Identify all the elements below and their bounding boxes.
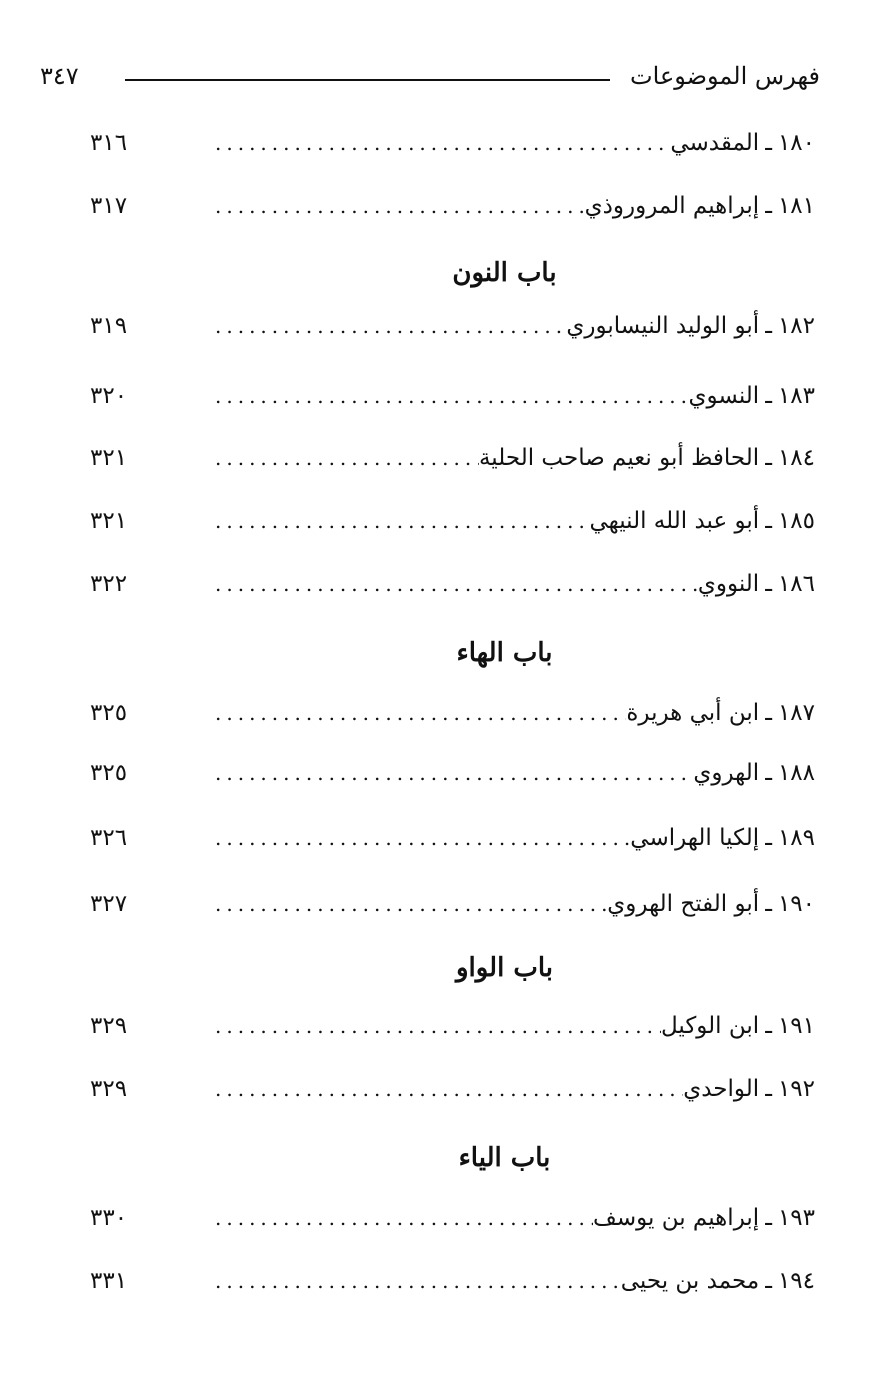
entry-page: ٣٣٠ bbox=[90, 1205, 128, 1231]
entry-number: ١٨٣ bbox=[777, 383, 815, 409]
dot-leader: ........................................… bbox=[215, 194, 585, 218]
entry-separator bbox=[759, 825, 778, 851]
entry-number: ١٨٤ bbox=[777, 445, 815, 471]
entry-page: ٣٢٧ bbox=[90, 891, 128, 917]
entry-separator bbox=[759, 383, 778, 409]
toc-entry: ١٨٣ النسوي...............................… bbox=[90, 383, 815, 419]
entry-separator bbox=[759, 130, 778, 156]
toc-entry: ١٨٢ أبو الوليد النيسابوري................… bbox=[90, 313, 815, 349]
entry-number: ١٨٦ bbox=[777, 571, 815, 597]
entry-page: ٣٢٩ bbox=[90, 1013, 128, 1039]
dot-leader: ........................................… bbox=[215, 446, 479, 470]
dot-leader: ........................................… bbox=[215, 131, 670, 155]
toc-entry: ١٨١ إبراهيم المروروذي....................… bbox=[90, 193, 815, 229]
toc-entry: ١٨٤ الحافظ أبو نعيم صاحب الحلية..........… bbox=[90, 445, 815, 481]
entry-page: ٣٢٥ bbox=[90, 760, 128, 786]
entry-number: ١٨٠ bbox=[777, 130, 815, 156]
entry-separator bbox=[759, 508, 778, 534]
entry-separator bbox=[759, 571, 778, 597]
entry-page: ٣٢٩ bbox=[90, 1076, 128, 1102]
entry-separator bbox=[759, 700, 778, 726]
toc-entry: ١٨٨ الهروي...............................… bbox=[90, 760, 815, 796]
entry-separator bbox=[759, 1013, 778, 1039]
toc-entry: ١٩٢ الواحدي..............................… bbox=[90, 1076, 815, 1112]
section-heading: باب الهاء bbox=[456, 638, 553, 668]
entry-page: ٣٢٢ bbox=[90, 571, 128, 597]
toc-entry: ١٩٤ محمد بن يحيى.........................… bbox=[90, 1268, 815, 1304]
entry-name: أبو الفتح الهروي bbox=[607, 891, 760, 917]
dot-leader: ........................................… bbox=[215, 384, 688, 408]
entry-name: الواحدي bbox=[683, 1076, 760, 1102]
toc-entry: ١٨٠ المقدسي..............................… bbox=[90, 130, 815, 166]
toc-entry: ١٩١ ابن الوكيل...........................… bbox=[90, 1013, 815, 1049]
dot-leader: ........................................… bbox=[215, 761, 693, 785]
entry-name: إلكيا الهراسي bbox=[630, 825, 760, 851]
entry-page: ٣٢١ bbox=[90, 508, 128, 534]
entry-separator bbox=[759, 445, 778, 471]
dot-leader: ........................................… bbox=[215, 314, 567, 338]
entry-number: ١٨٧ bbox=[777, 700, 815, 726]
entry-name: ابن الوكيل bbox=[660, 1013, 760, 1039]
entry-name: النسوي bbox=[688, 383, 760, 409]
dot-leader: ........................................… bbox=[215, 1014, 661, 1038]
toc-entry: ١٨٩ إلكيا الهراسي........................… bbox=[90, 825, 815, 861]
entry-name: إبراهيم المروروذي bbox=[584, 193, 760, 219]
entry-page: ٣٢٦ bbox=[90, 825, 128, 851]
entry-separator bbox=[759, 313, 778, 339]
entry-name: محمد بن يحيى bbox=[620, 1268, 760, 1294]
dot-leader: ........................................… bbox=[215, 1077, 683, 1101]
entry-separator bbox=[759, 760, 778, 786]
entry-page: ٣٢٠ bbox=[90, 383, 128, 409]
entry-name: الهروي bbox=[693, 760, 760, 786]
entry-page: ٣١٧ bbox=[90, 193, 128, 219]
entry-name: إبراهيم بن يوسف bbox=[593, 1205, 760, 1231]
entry-separator bbox=[759, 1268, 778, 1294]
toc-entry: ١٨٥ أبو عبد الله النيهي..................… bbox=[90, 508, 815, 544]
entry-name: الحافظ أبو نعيم صاحب الحلية bbox=[478, 445, 760, 471]
section-heading: باب النون bbox=[452, 258, 557, 288]
dot-leader: ........................................… bbox=[215, 892, 607, 916]
entry-page: ٣٢٥ bbox=[90, 700, 128, 726]
entry-page: ٣٣١ bbox=[90, 1268, 128, 1294]
toc-entry: ١٩٠ أبو الفتح الهروي.....................… bbox=[90, 891, 815, 927]
entry-number: ١٩١ bbox=[777, 1013, 815, 1039]
entry-name: النووي bbox=[697, 571, 760, 597]
entry-separator bbox=[759, 891, 778, 917]
entry-number: ١٩٢ bbox=[777, 1076, 815, 1102]
entry-separator bbox=[759, 193, 778, 219]
entry-name: أبو عبد الله النيهي bbox=[589, 508, 760, 534]
dot-leader: ........................................… bbox=[215, 701, 626, 725]
entry-number: ١٨٥ bbox=[777, 508, 815, 534]
toc-entry: ١٩٣ إبراهيم بن يوسف......................… bbox=[90, 1205, 815, 1241]
entry-page: ٣٢١ bbox=[90, 445, 128, 471]
dot-leader: ........................................… bbox=[215, 572, 698, 596]
entry-separator bbox=[759, 1076, 778, 1102]
entry-page: ٣١٩ bbox=[90, 313, 128, 339]
entry-separator bbox=[759, 1205, 778, 1231]
dot-leader: ........................................… bbox=[215, 1206, 593, 1230]
section-heading: باب الياء bbox=[458, 1143, 551, 1173]
dot-leader: ........................................… bbox=[215, 826, 631, 850]
toc-entry: ١٨٦ النووي...............................… bbox=[90, 571, 815, 607]
running-header: فهرس الموضوعات ٣٤٧ bbox=[40, 62, 820, 102]
header-rule bbox=[125, 79, 610, 81]
dot-leader: ........................................… bbox=[215, 1269, 621, 1293]
page-number: ٣٤٧ bbox=[40, 62, 79, 90]
entry-number: ١٨٩ bbox=[777, 825, 815, 851]
entry-number: ١٩٣ bbox=[777, 1205, 815, 1231]
entry-number: ١٨٨ bbox=[777, 760, 815, 786]
entry-name: أبو الوليد النيسابوري bbox=[566, 313, 760, 339]
entry-page: ٣١٦ bbox=[90, 130, 128, 156]
entry-name: المقدسي bbox=[670, 130, 760, 156]
entry-number: ١٩٠ bbox=[777, 891, 815, 917]
entry-name: ابن أبي هريرة bbox=[626, 700, 760, 726]
dot-leader: ........................................… bbox=[215, 509, 590, 533]
entry-number: ١٨١ bbox=[777, 193, 815, 219]
running-header-title: فهرس الموضوعات bbox=[630, 62, 820, 90]
entry-number: ١٨٢ bbox=[777, 313, 815, 339]
section-heading: باب الواو bbox=[455, 953, 554, 983]
entry-number: ١٩٤ bbox=[777, 1268, 815, 1294]
toc-entry: ١٨٧ ابن أبي هريرة........................… bbox=[90, 700, 815, 736]
